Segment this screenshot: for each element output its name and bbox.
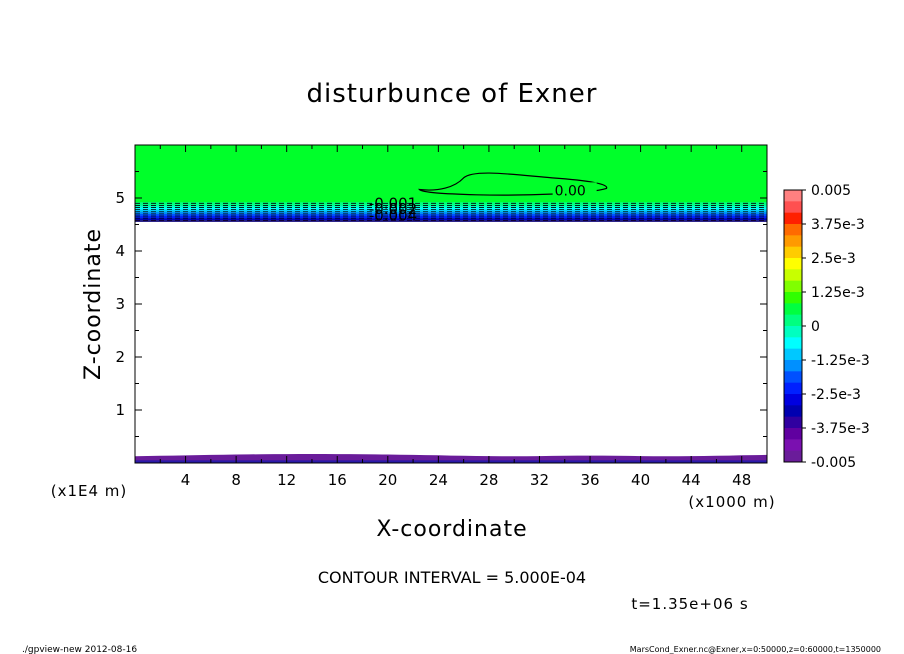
gradient-band [135, 218, 767, 221]
colorbar-swatch [784, 303, 802, 316]
x-tick-label: 20 [378, 471, 397, 489]
colorbar-swatch [784, 190, 802, 202]
gradient-band [135, 216, 767, 219]
colorbar-swatch [784, 201, 802, 214]
colorbar-swatch [784, 416, 802, 429]
x-tick-label: 24 [429, 471, 448, 489]
colorbar-label: -2.5e-3 [811, 387, 861, 403]
y-tick-label: 2 [115, 348, 125, 366]
x-tick-label: 32 [530, 471, 549, 489]
y-tick-label: 5 [115, 189, 125, 207]
colorbar-swatch [784, 405, 802, 418]
colorbar-swatch [784, 280, 802, 293]
colorbar-swatch [784, 394, 802, 406]
gradient-band [135, 213, 767, 217]
surface-layer-base [135, 460, 767, 463]
gradient-band [135, 207, 767, 210]
colorbar-swatch [784, 212, 802, 225]
colorbar-swatch [784, 348, 802, 361]
colorbar-swatch [784, 326, 802, 338]
colorbar-swatch [784, 360, 802, 372]
colorbar-label: 1.25e-3 [811, 285, 865, 301]
colorbar-label: 3.75e-3 [811, 217, 865, 233]
x-axis-label: X-coordinate [376, 517, 527, 542]
colorbar-swatch [784, 269, 802, 282]
x-tick-label: 8 [231, 471, 241, 489]
colorbar-swatch [784, 235, 802, 248]
colorbar-swatch [784, 258, 802, 270]
gradient-band [135, 220, 767, 222]
gradient-band [135, 209, 767, 212]
colorbar-label: 0 [811, 319, 820, 335]
y-tick-label: 4 [115, 242, 125, 260]
gradient-band [135, 211, 767, 214]
footer-right: MarsCond_Exner.nc@Exner,x=0:50000,z=0:60… [630, 645, 881, 654]
footer-left: ./gpview-new 2012-08-16 [22, 645, 137, 654]
contour-label-bg [552, 182, 597, 199]
gradient-band [135, 205, 767, 208]
x-tick-label: 4 [181, 471, 191, 489]
contour-label: 0.00 [555, 183, 586, 199]
gradient-band [135, 202, 767, 206]
chart-title: disturbunce of Exner [307, 79, 598, 109]
colorbar-swatch [784, 292, 802, 304]
colorbar-swatch [784, 382, 802, 395]
x-tick-label: 44 [682, 471, 701, 489]
colorbar-swatch [784, 337, 802, 350]
colorbar-swatch [784, 246, 802, 259]
contour-interval: CONTOUR INTERVAL = 5.000E-04 [318, 568, 586, 587]
y-tick-label: 1 [115, 401, 125, 419]
x-tick-label: 28 [479, 471, 498, 489]
x-tick-label: 16 [328, 471, 347, 489]
colorbar-swatch [784, 224, 802, 236]
x-tick-label: 36 [580, 471, 599, 489]
colorbar-label: 0.005 [811, 183, 851, 199]
colorbar-swatch [784, 439, 802, 452]
colorbar-label: 2.5e-3 [811, 251, 856, 267]
contour-label: -0.002 [369, 200, 417, 218]
colorbar-swatch [784, 314, 802, 327]
time-label: t=1.35e+06 s [631, 595, 748, 613]
y-axis-label: Z-coordinate [81, 228, 106, 380]
colorbar-swatch [784, 428, 802, 440]
colorbar-label: -3.75e-3 [811, 421, 870, 437]
x-tick-label: 48 [732, 471, 751, 489]
y-unit-label: (x1E4 m) [51, 482, 128, 500]
colorbar-label: -1.25e-3 [811, 353, 870, 369]
colorbar-label: -0.005 [811, 455, 856, 471]
contour-label: -0.001 [369, 195, 417, 213]
zero-contour [418, 172, 608, 196]
x-tick-label: 12 [277, 471, 296, 489]
x-tick-label: 40 [631, 471, 650, 489]
colorbar-swatch [784, 371, 802, 384]
y-tick-label: 3 [115, 295, 125, 313]
x-unit-label: (x1000 m) [688, 493, 775, 511]
contour-label: -0.004 [369, 206, 417, 224]
colorbar-swatch [784, 450, 802, 463]
